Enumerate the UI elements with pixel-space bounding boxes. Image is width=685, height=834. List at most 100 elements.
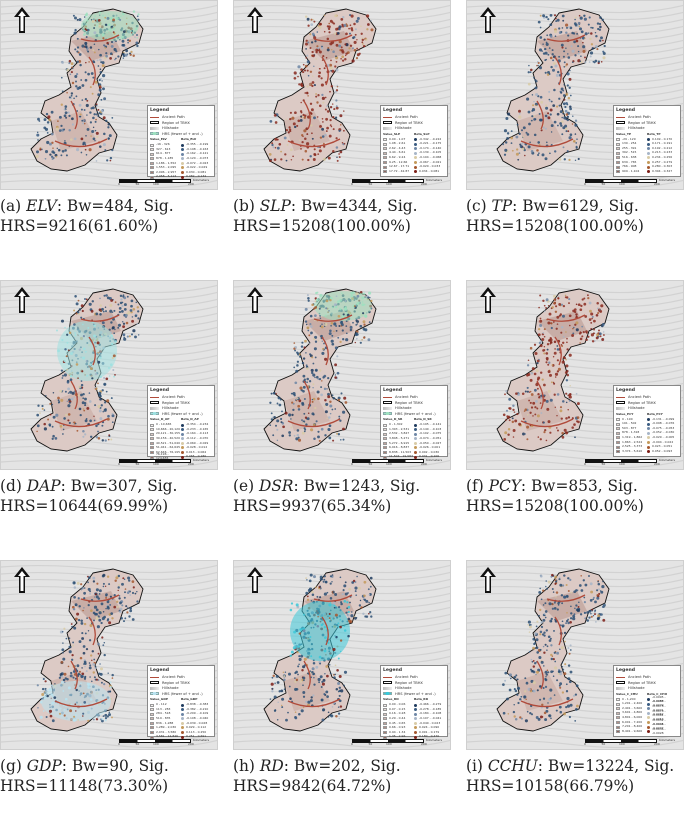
legend-value-item: 909 - 1,104 [616,169,647,174]
legend-value-item: 40,521 - 51,040 [150,441,181,446]
caption-bandwidth: : Bw=90, Sig. [61,757,169,775]
scale-unit: Kilometers [193,738,210,742]
ancient-path-line [287,594,353,708]
legend-beta-item: -0.0044 - -0.0037 [647,723,678,730]
scale-tick: 100 [153,182,159,186]
legend-value-item: 2,958 - 5,113 [150,175,181,180]
scale-tick: 0 [584,742,586,746]
map-legend: Legend Ancient Path Region of TBHX Hillshad… [147,105,215,180]
map-figure: Legend Ancient Path Region of TBHX Hillshad… [466,280,684,470]
legend-beta-column: Beta_SLP -0.342 - -0.222 -0.221 - -0.175 -0… [414,132,445,174]
legend-beta-item: -0.098 - -0.076 [647,421,678,427]
legend-beta-item: -0.0095 - -0.0088 [647,695,678,702]
legend-beta-item: 0.029 - 0.112 [181,725,212,731]
legend-value-item: 17.72 - 42.87 [383,169,414,174]
terrain-map [234,284,450,469]
scale-tick: 0 [118,742,120,746]
scale-bar: 0 50 100 200 Kilometers [584,178,675,187]
caption-variable: TP [491,197,513,215]
scale-tick: 200 [421,182,427,186]
legend-value-item: 0.94 - 1.34 [383,730,414,735]
legend-beta-item: 0.257 - 0.279 [647,160,678,165]
legend-beta-item: -0.342 - -0.222 [414,137,445,142]
legend-value-item: 0.07 - 0.15 [383,707,414,712]
legend-beta-item: -0.0087 - -0.0079 [647,700,678,707]
legend-value-column: Value_RD 0.00 - 0.06 0.07 - 0.15 0.16 - 0.2… [383,697,414,739]
north-arrow-icon [11,5,33,35]
map-legend: Legend Ancient Path Region of TBHX Hillshad… [147,385,215,460]
legend-ancient-path: Ancient Path [616,675,678,679]
legend-value-item: 8,838 - 11,503 [383,450,414,455]
legend-hillshade: Hillshade [383,686,445,690]
ancient-path-line [520,314,586,428]
panel-caption: (d) DAP: Bw=307, Sig. HRS=10644(69.99%) [0,476,218,516]
legend-value-item: 1,186 - 1,552 [150,161,181,166]
legend-value-item: 0.00 - 1.07 [383,137,414,142]
legend-beta-item: 0.304 - 0.327 [647,169,678,174]
legend-value-item: 0 - 190 [616,417,647,422]
legend-beta-item: 0.065 - 0.180 [181,455,212,460]
caption-variable: ELV [26,197,57,215]
scale-unit: Kilometers [193,178,210,182]
hrs-area [290,601,350,661]
map-legend: Legend Ancient Path Region of TBHX Hillshad… [613,665,681,737]
map-panel-i: Legend Ancient Path Region of TBHX Hillshad… [466,560,684,795]
scale-tick: 0 [351,182,353,186]
legend-value-item: 20,121 - 30,155 [150,432,181,437]
legend-value-item: 503 - 877 [616,426,647,431]
map-panel-g: Legend Ancient Path Region of TBHX Hillshad… [0,560,218,795]
legend-hillshade: Hillshade [616,406,678,410]
legend-region: Region of TBHX [383,681,445,685]
caption-hrs: HRS=9842(64.72%) [233,777,392,795]
legend-value-item: 6.62 - 9.24 [383,155,414,161]
caption-variable: RD [259,757,284,775]
terrain-map [234,564,450,749]
legend-hrs: HRS (fewer of + and -) [150,412,212,416]
legend-value-item: 191 - 502 [616,421,647,427]
map-figure: Legend Ancient Path Region of TBHX Hillshad… [0,0,218,190]
legend-beta-item: 0.002 - 0.030 [414,450,445,455]
legend-value-item: 3,581 - 12,846 [150,735,181,740]
legend-value-item: 0 - 1,302 [383,422,414,428]
scale-bar: 0 50 100 200 Kilometers [351,738,442,747]
caption-label: (b) [233,197,260,215]
legend-beta-item: -0.164 - -0.113 [181,432,212,437]
legend-beta-item: -0.0078 - -0.0071 [647,704,678,711]
panel-caption: (f) PCY: Bw=853, Sig. HRS=15208(100.00%) [466,476,684,516]
legend-beta-item: -0.112 - -0.070 [181,436,212,442]
caption-hrs: HRS=15208(100.00%) [233,217,411,235]
legend-value-item: 10,666 - 20,120 [150,427,181,432]
scale-unit: Kilometers [426,178,443,182]
caption-variable: DAP [26,477,61,495]
scale-tick: 200 [654,462,660,466]
legend-value-item: 9.25 - 12.66 [383,160,414,165]
legend-value-column: Value_D_SR 0 - 1,302 1,303 - 2,531 2,532 - … [383,417,414,459]
legend-value-item: 0.45 - 0.65 [383,721,414,726]
hrs-area [57,321,117,381]
legend-value-item: 8,401 - 9,600 [616,729,647,734]
legend-beta-item: -0.195 - -0.141 [414,422,445,428]
caption-variable: SLP [259,197,291,215]
legend-beta-column: Beta_C_CHU -0.0095 - -0.0088 -0.0087 - -0.… [647,692,678,734]
legend-value-item: 3,374 - 5,610 [616,449,647,454]
legend-beta-column: Beta_TP 0.149 - 0.170 0.171 - 0.191 0.192 -… [647,132,678,174]
legend-value-item: 878 - 1,318 [616,431,647,436]
scale-bar: 0 50 100 200 Kilometers [584,738,675,747]
legend-beta-item: -0.0070 - -0.0062 [647,709,678,716]
legend-value-item: 30,156 - 40,520 [150,436,181,442]
scale-tick: 0 [351,462,353,466]
legend-value-item: 1,553 - 2,095 [150,165,181,171]
legend-beta-item: -0.184 - -0.108 [414,712,445,717]
caption-variable: CCHU [487,757,538,775]
legend-beta-item: -0.139 - -0.105 [414,151,445,156]
scale-bar: 0 50 100 200 Kilometers [118,738,210,747]
legend-title: Legend [383,668,403,673]
legend-beta-item: 0.030 - 0.081 [181,170,212,175]
legend-ancient-path: Ancient Path [383,395,445,399]
legend-region: Region of TBHX [383,401,445,405]
legend-hillshade: Hillshade [150,126,212,130]
caption-label: (a) [0,197,27,215]
caption-bandwidth: : Bw=307, Sig. [60,477,178,495]
ancient-path-line [520,34,586,148]
panel-caption: (h) RD: Bw=202, Sig. HRS=9842(64.72%) [233,756,451,796]
